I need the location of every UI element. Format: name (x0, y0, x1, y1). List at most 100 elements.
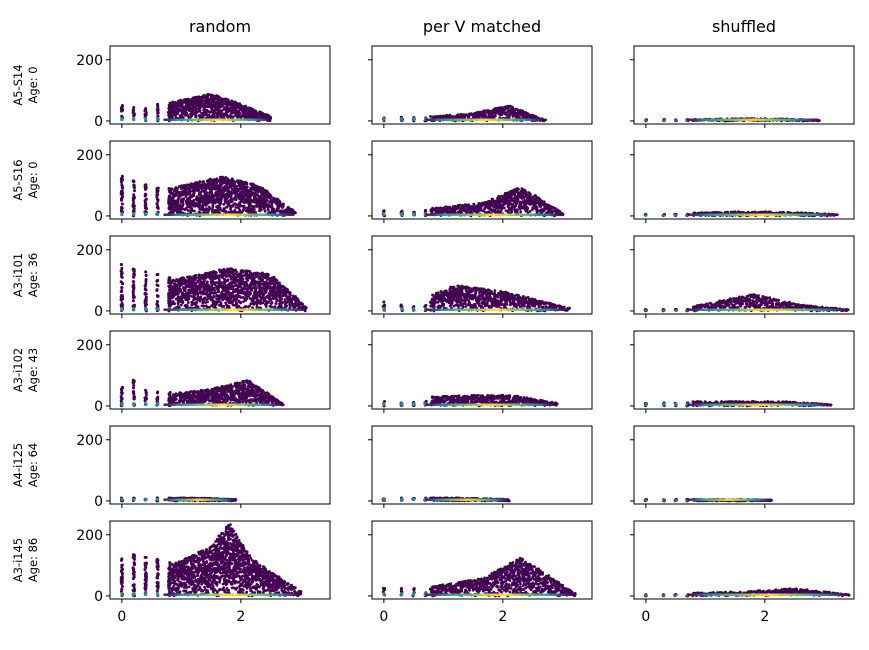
data-point (233, 101, 237, 104)
density-band (425, 213, 563, 216)
data-point (219, 194, 222, 198)
data-point (482, 209, 485, 213)
data-point (131, 198, 135, 202)
panel-r1-c1 (368, 140, 593, 223)
data-point (143, 185, 147, 189)
data-point (186, 296, 190, 300)
data-point (265, 199, 269, 202)
data-point (216, 193, 220, 197)
data-point (550, 206, 554, 210)
data-point (243, 206, 247, 210)
data-point (215, 208, 219, 212)
data-point (214, 300, 218, 304)
data-point (191, 104, 195, 108)
scatter-points (119, 262, 308, 313)
data-point (438, 114, 442, 118)
data-point (539, 208, 543, 212)
data-point (131, 111, 135, 115)
data-point (204, 203, 208, 207)
data-point (194, 276, 198, 280)
data-point (254, 187, 258, 191)
data-point (132, 269, 136, 273)
data-point (133, 195, 137, 199)
density-band (163, 213, 295, 216)
data-point (555, 210, 559, 214)
data-point (251, 193, 255, 197)
data-point (188, 196, 192, 200)
data-point (187, 104, 190, 108)
data-point (190, 182, 194, 186)
data-point (221, 298, 224, 302)
data-point (269, 194, 272, 197)
data-point (170, 114, 174, 118)
data-point (526, 195, 530, 199)
data-point (121, 186, 125, 190)
data-point (293, 210, 297, 214)
data-point (176, 190, 180, 194)
data-point (156, 109, 160, 113)
data-point (241, 208, 245, 212)
data-point (259, 208, 263, 212)
data-point (213, 111, 217, 115)
data-point (229, 193, 233, 197)
data-point (204, 304, 208, 308)
data-point (212, 295, 216, 299)
data-point (197, 203, 201, 207)
data-point (753, 211, 756, 215)
data-point (265, 202, 268, 205)
data-point (120, 103, 124, 107)
data-point (156, 199, 160, 203)
data-point (201, 104, 205, 108)
y-tick-label: 200 (76, 53, 103, 69)
data-point (156, 105, 160, 109)
data-point (144, 270, 148, 274)
panel-r1-c2 (630, 140, 855, 223)
data-point (493, 114, 497, 118)
data-point (131, 280, 135, 284)
density-band (687, 213, 837, 216)
data-point (182, 280, 186, 284)
data-point (207, 113, 211, 117)
data-point (525, 208, 529, 212)
data-point (131, 285, 135, 289)
stripe-core (144, 117, 148, 121)
data-point (202, 182, 206, 185)
data-point (243, 190, 247, 194)
row-label-id-1: A5-S16 (11, 159, 25, 200)
data-point (521, 113, 525, 117)
data-point (249, 204, 252, 208)
data-point (213, 289, 217, 292)
data-point (155, 202, 159, 206)
stripe-core (674, 214, 678, 217)
data-point (132, 180, 136, 184)
data-point (190, 207, 194, 210)
data-point (195, 289, 198, 293)
data-point (222, 207, 226, 210)
data-point (228, 106, 232, 110)
stripe-core (120, 307, 124, 311)
data-point (211, 115, 215, 119)
data-point (190, 302, 194, 306)
stripe-core (412, 212, 416, 216)
data-point (196, 279, 200, 283)
data-point (546, 210, 550, 214)
data-point (786, 210, 790, 214)
data-point (143, 206, 147, 210)
data-point (270, 203, 274, 207)
data-point (522, 188, 526, 192)
data-point (119, 109, 123, 113)
data-point (510, 195, 513, 198)
axes-frame (371, 45, 593, 125)
data-point (201, 281, 205, 285)
row-label-id-2: A3-i101 (11, 253, 25, 297)
data-point (266, 208, 270, 212)
data-point (215, 106, 219, 109)
scatter-points (381, 187, 565, 218)
data-point (179, 303, 183, 307)
data-point (181, 199, 185, 203)
data-point (176, 200, 180, 204)
data-point (208, 103, 212, 107)
stripe-core (120, 212, 124, 216)
data-point (186, 301, 190, 305)
